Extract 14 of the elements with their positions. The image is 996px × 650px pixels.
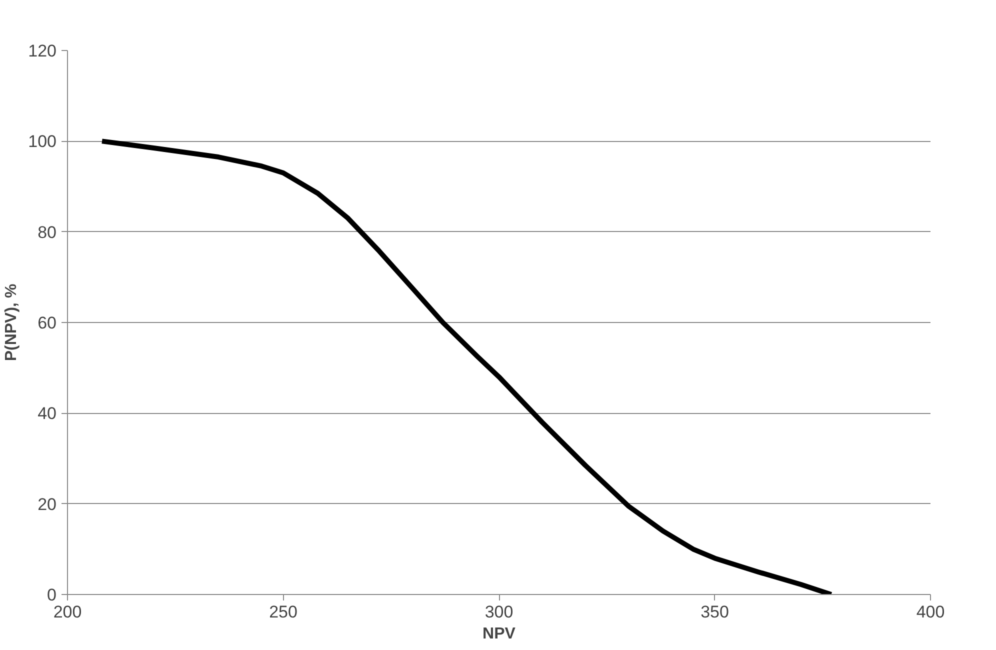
x-tick-label: 250 xyxy=(269,602,298,622)
y-axis-title: P(NPV), % xyxy=(3,284,20,362)
x-tick-label: 350 xyxy=(700,602,729,622)
x-tick-label: 200 xyxy=(53,602,82,622)
y-tick-label: 120 xyxy=(28,42,57,60)
y-tick-label: 0 xyxy=(47,586,57,604)
y-tick-label: 100 xyxy=(28,132,57,152)
y-tick-label: 20 xyxy=(38,494,57,514)
x-tick-label: 300 xyxy=(484,602,514,622)
y-tick-label: 80 xyxy=(38,222,57,242)
x-tick-label: 400 xyxy=(916,602,945,622)
y-tick-label: 40 xyxy=(38,404,57,424)
x-axis-title: NPV xyxy=(482,626,516,642)
y-tick-label: 60 xyxy=(38,314,57,332)
